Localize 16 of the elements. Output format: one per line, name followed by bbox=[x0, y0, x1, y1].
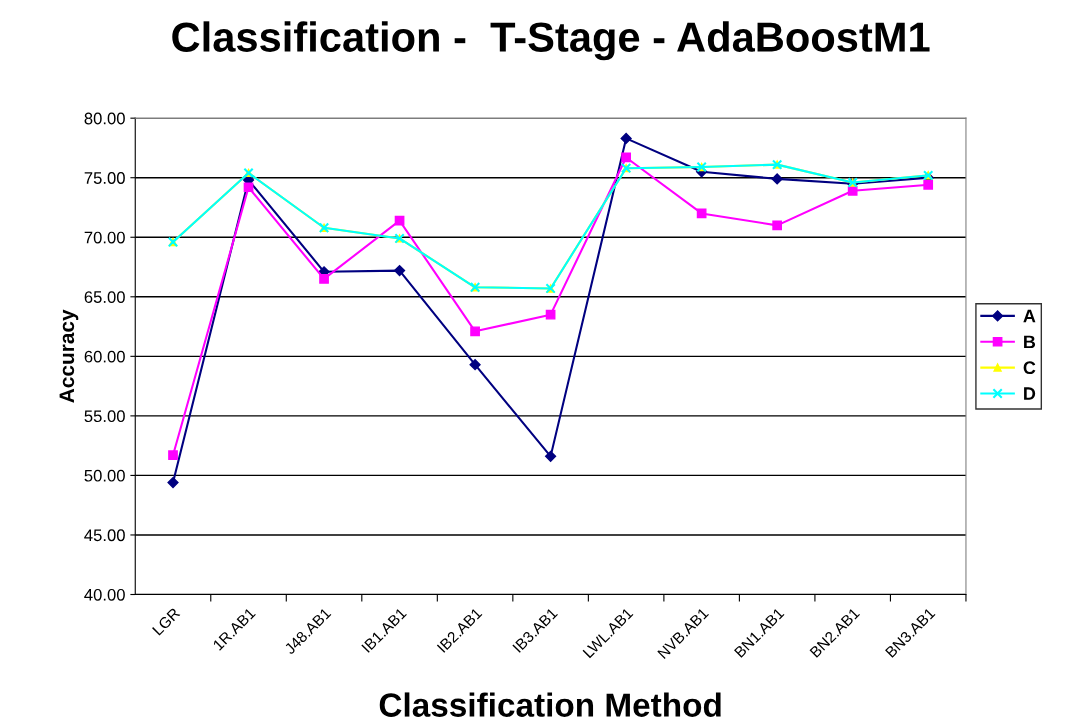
legend-label: C bbox=[1023, 361, 1036, 375]
y-tick-label: 45.00 bbox=[84, 529, 125, 542]
y-tick-label: 60.00 bbox=[84, 350, 125, 363]
legend-label: B bbox=[1024, 335, 1036, 349]
legend-label: D bbox=[1024, 387, 1036, 400]
y-tick-label: 75.00 bbox=[84, 172, 125, 184]
y-tick-label: 50.00 bbox=[84, 469, 125, 482]
y-tick-label: 70.00 bbox=[84, 231, 125, 244]
y-tick-label: 55.00 bbox=[84, 410, 125, 423]
y-tick-label: 80.00 bbox=[84, 112, 125, 125]
y-tick-label: 40.00 bbox=[84, 588, 125, 601]
legend-label: A bbox=[1023, 309, 1036, 323]
chart-title: Classification - T-Stage - AdaBoostM1 bbox=[172, 21, 930, 61]
x-axis-title: Classification Method bbox=[379, 692, 721, 717]
y-tick-label: 65.00 bbox=[84, 291, 125, 303]
y-axis-title: Accuracy bbox=[59, 309, 79, 403]
